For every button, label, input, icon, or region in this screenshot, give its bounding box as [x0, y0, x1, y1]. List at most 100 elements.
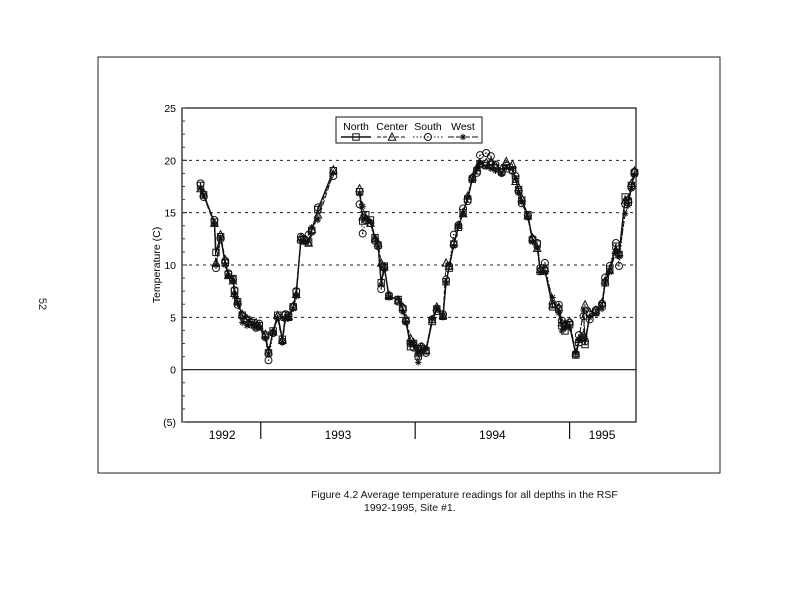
legend-marker-south-dot — [427, 136, 429, 138]
data-point-west — [476, 159, 484, 166]
figure-caption: Figure 4.2 Average temperature readings … — [311, 489, 618, 515]
data-point-west — [374, 242, 382, 250]
data-point-west — [498, 170, 505, 178]
data-point-west — [450, 242, 457, 250]
data-point-west — [300, 238, 308, 246]
data-point-west — [509, 165, 516, 172]
data-point-west — [239, 319, 246, 326]
data-point-west — [229, 277, 237, 284]
data-point-south — [615, 262, 624, 271]
legend-box — [335, 116, 483, 144]
data-point-west — [415, 359, 422, 366]
data-point-south-dot — [476, 172, 478, 174]
data-point-west — [225, 272, 232, 279]
data-point-west — [305, 237, 312, 245]
data-point-west — [631, 171, 638, 179]
data-point-west — [428, 315, 436, 322]
data-point-south — [486, 152, 495, 161]
data-point-west — [524, 214, 532, 222]
data-point-west — [197, 185, 204, 192]
data-point-south-dot — [453, 233, 455, 236]
data-point-west — [537, 269, 544, 276]
chart-plot-area: 25 20 15 10 5 0 (5) 1992 1993 1994 1995 North Center… — [163, 103, 639, 442]
data-point-south-dot — [246, 319, 248, 322]
data-point-west — [473, 165, 481, 172]
data-point-west — [621, 210, 629, 217]
data-point-west — [367, 218, 374, 226]
data-point-west — [598, 305, 606, 313]
data-point-west — [297, 237, 305, 245]
data-point-west — [410, 339, 417, 346]
data-point-west — [625, 202, 632, 209]
data-point-west — [356, 190, 363, 198]
data-point-west — [586, 314, 593, 321]
data-point-south-dot — [485, 152, 487, 154]
data-point-west — [282, 316, 289, 323]
data-point-west — [503, 164, 510, 171]
data-point-west — [572, 349, 579, 357]
chart-legend: North Center South West — [335, 116, 483, 144]
x-year-label: 1993 — [325, 428, 352, 442]
data-point-west — [402, 319, 410, 326]
x-year-label: 1995 — [589, 428, 616, 442]
data-point-west — [422, 345, 430, 352]
y-tick-label: 10 — [164, 260, 176, 272]
data-point-west — [279, 339, 286, 346]
data-point-south-dot — [358, 203, 361, 205]
data-point-west — [293, 293, 300, 300]
data-point-south-dot — [595, 309, 597, 311]
data-point-south-dot — [295, 290, 297, 292]
caption-line-2: 1992-1995, Site #1. — [364, 502, 456, 514]
data-point-west — [512, 174, 519, 182]
data-point-south-dot — [213, 219, 216, 221]
page-number: 52 — [36, 297, 49, 311]
data-point-west — [464, 193, 471, 201]
data-point-south-dot — [604, 276, 606, 279]
x-year-label: 1994 — [479, 428, 506, 442]
data-point-west — [575, 337, 583, 344]
data-point-west — [561, 323, 569, 330]
data-point-west — [371, 234, 379, 241]
legend-marker-south — [424, 133, 432, 141]
data-point-south-dot — [420, 345, 423, 348]
data-point-south — [358, 229, 367, 238]
legend-label-center: Center — [376, 121, 408, 133]
series-center — [196, 156, 639, 357]
data-point-west — [580, 306, 587, 314]
data-point-south-dot — [241, 315, 243, 317]
data-point-west — [231, 293, 238, 300]
data-point-west — [211, 220, 218, 228]
data-point-west — [381, 265, 388, 273]
y-tick-label: 25 — [164, 103, 176, 115]
data-point-west — [265, 350, 272, 358]
data-point-center — [511, 176, 521, 185]
data-point-west — [555, 309, 562, 317]
data-point-west — [439, 314, 447, 321]
data-point-west — [581, 335, 589, 342]
data-point-south-dot — [627, 199, 629, 201]
data-point-west — [212, 261, 220, 269]
data-point-west — [615, 253, 623, 260]
data-point-south-dot — [402, 307, 404, 309]
data-point-center — [620, 195, 630, 204]
data-point-south-dot — [267, 359, 270, 361]
data-point-south-dot — [361, 232, 364, 235]
data-point-west — [541, 269, 549, 276]
data-point-south-dot — [551, 303, 554, 305]
y-tick-label: 0 — [170, 365, 176, 377]
data-point-south-dot — [311, 230, 313, 233]
data-point-west — [256, 324, 263, 331]
data-point-south-dot — [494, 163, 497, 166]
data-point-south-dot — [544, 262, 546, 264]
data-point-south-dot — [536, 242, 538, 244]
data-point-west — [469, 175, 476, 183]
series-line-south — [200, 152, 635, 361]
legend-label-north: North — [343, 121, 369, 133]
data-point-west — [289, 305, 297, 313]
figure-frame — [97, 56, 721, 474]
y-tick-label: 5 — [170, 312, 176, 324]
data-point-west — [455, 223, 462, 230]
data-point-west — [628, 185, 635, 192]
data-point-south-dot — [479, 154, 481, 156]
